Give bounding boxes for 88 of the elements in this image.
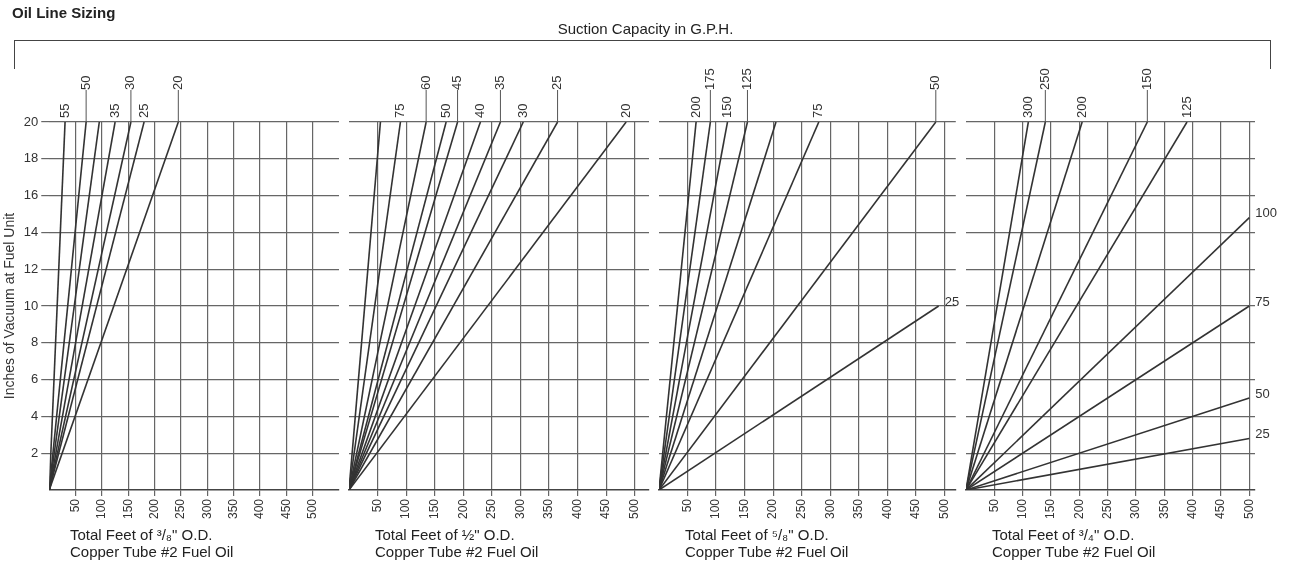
x-tick-label: 300 xyxy=(1128,498,1143,520)
text: 200 xyxy=(687,96,703,118)
y-tick-label: 4 xyxy=(31,407,39,423)
series-label: 25 xyxy=(1255,426,1270,442)
x-axis-title: Total Feet of ⁵/₈" O.D. Copper Tube #2 Fuel Oil xyxy=(685,526,850,560)
text: 20 xyxy=(617,103,633,118)
y-tick-label: 16 xyxy=(23,187,39,203)
text: 60 xyxy=(417,75,433,90)
text: 30 xyxy=(514,103,530,118)
text: 75 xyxy=(810,103,826,118)
x-tick-label: 200 xyxy=(146,498,161,520)
x-tick-label: 200 xyxy=(1071,498,1086,520)
x-tick-label: 300 xyxy=(199,498,214,520)
text: 20 xyxy=(169,75,185,90)
text: 25 xyxy=(549,75,565,90)
x-tick-label: 50 xyxy=(369,498,384,513)
x-tick-label: 150 xyxy=(427,498,442,520)
y-tick-label: 14 xyxy=(23,223,39,239)
y-tick-label: 20 xyxy=(23,113,39,129)
x-axis-title: Total Feet of ³/₄" O.D. Copper Tube #2 Fuel Oil xyxy=(992,526,1157,560)
series-label: 50 xyxy=(1255,385,1270,401)
x-axis-title: Total Feet of ½" O.D. Copper Tube #2 Fuel Oil xyxy=(375,526,540,560)
text: 25 xyxy=(135,103,151,118)
x-tick-label: 250 xyxy=(794,498,808,520)
text: 35 xyxy=(106,103,122,118)
x-tick-label: 250 xyxy=(484,498,499,520)
y-tick-label: 2 xyxy=(31,444,39,460)
text: 125 xyxy=(739,68,755,90)
x-tick-label: 250 xyxy=(1099,498,1114,520)
y-tick-label: 18 xyxy=(23,150,39,166)
chart-title: Suction Capacity in G.P.H. xyxy=(556,20,735,37)
text: 125 xyxy=(1178,96,1194,118)
x-tick-label: 450 xyxy=(1213,498,1228,520)
x-tick-label: 150 xyxy=(120,498,135,520)
text: 50 xyxy=(77,75,93,90)
x-tick-label: 50 xyxy=(67,498,82,513)
y-tick-label: 10 xyxy=(23,297,39,313)
text: 300 xyxy=(1019,96,1035,118)
x-tick-label: 100 xyxy=(708,498,723,520)
text: 35 xyxy=(492,75,508,90)
text: 40 xyxy=(472,103,488,118)
x-tick-label: 50 xyxy=(986,498,1001,513)
x-tick-label: 450 xyxy=(278,498,293,520)
x-tick-label: 500 xyxy=(627,498,642,520)
x-tick-label: 400 xyxy=(252,498,267,520)
x-tick-label: 350 xyxy=(851,498,866,520)
text: 55 xyxy=(56,103,72,118)
x-tick-label: 500 xyxy=(936,498,951,520)
series-label: 25 xyxy=(944,293,960,309)
x-axis-title: Total Feet of ³/₈" O.D. Copper Tube #2 Fuel Oil xyxy=(70,526,235,560)
x-tick-label: 100 xyxy=(1014,498,1029,520)
text: 175 xyxy=(701,68,717,90)
x-tick-label: 500 xyxy=(1241,498,1256,520)
x-tick-label: 400 xyxy=(1184,498,1199,520)
x-tick-label: 350 xyxy=(225,498,240,520)
text: 30 xyxy=(122,75,138,90)
x-tick-label: 300 xyxy=(822,498,837,520)
x-tick-label: 400 xyxy=(569,498,584,520)
y-tick-label: 12 xyxy=(23,260,39,276)
x-tick-label: 150 xyxy=(1043,498,1058,520)
text: 200 xyxy=(1073,96,1089,118)
text: 45 xyxy=(449,75,465,90)
x-tick-label: 100 xyxy=(398,498,413,520)
x-tick-label: 450 xyxy=(908,498,923,520)
text: 250 xyxy=(1036,68,1052,90)
text: 150 xyxy=(1138,68,1154,90)
x-tick-label: 450 xyxy=(598,498,613,520)
y-tick-label: 8 xyxy=(31,334,39,350)
x-tick-label: 500 xyxy=(304,498,319,520)
text: 50 xyxy=(927,75,943,90)
x-tick-label: 400 xyxy=(879,498,894,520)
y-axis-title: Inches of Vacuum at Fuel Unit xyxy=(1,212,18,400)
x-tick-label: 200 xyxy=(455,498,470,520)
text: 75 xyxy=(392,103,408,118)
y-tick-label: 6 xyxy=(31,371,39,387)
series-label: 75 xyxy=(1255,293,1270,309)
series-label: 100 xyxy=(1255,205,1278,221)
x-tick-label: 150 xyxy=(736,498,751,520)
x-tick-label: 350 xyxy=(1156,498,1171,520)
x-tick-label: 100 xyxy=(94,498,109,520)
x-tick-label: 200 xyxy=(765,498,780,520)
chart-title: Oil Line Sizing xyxy=(12,4,116,21)
text: 50 xyxy=(437,103,453,118)
x-tick-label: 350 xyxy=(541,498,556,520)
x-tick-label: 300 xyxy=(512,498,527,520)
x-tick-label: 250 xyxy=(173,498,188,520)
text: 150 xyxy=(719,96,735,118)
x-tick-label: 50 xyxy=(679,498,694,513)
